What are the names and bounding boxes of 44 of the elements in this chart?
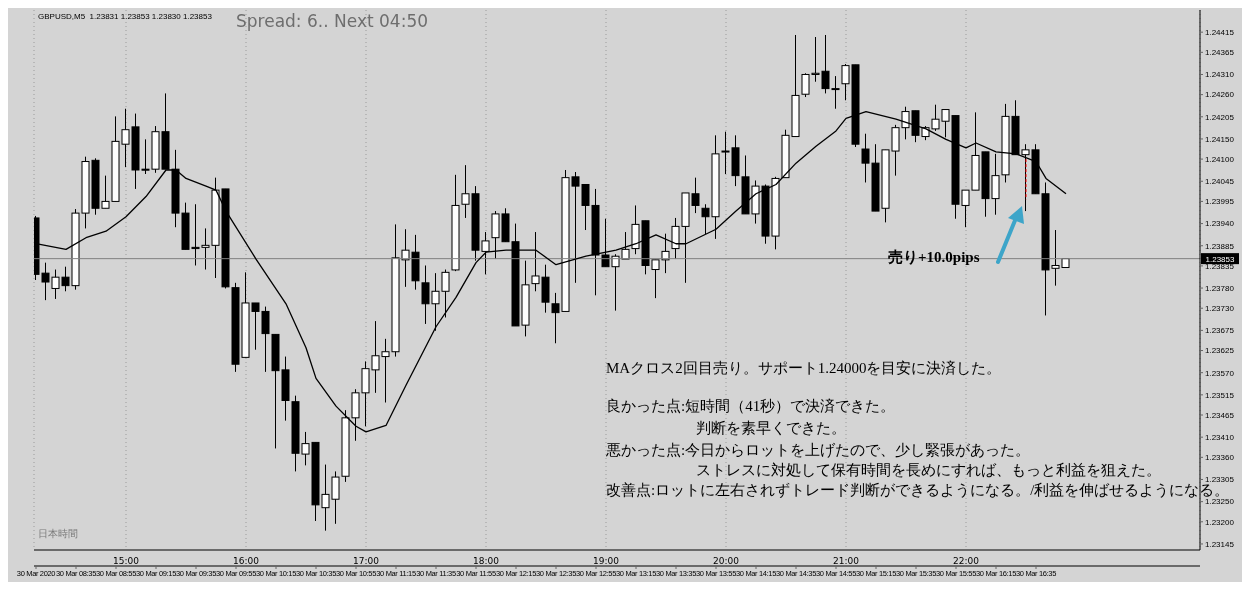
y-tick-label: 1.24260 [1205, 90, 1235, 100]
x-tick-label: 20:00 [713, 556, 740, 567]
y-tick-label: 1.23625 [1205, 346, 1235, 356]
annotation: ストレスに対処して保有時間を長めにすれば、もっと利益を狙えた。 [696, 461, 1161, 479]
y-tick-label: 1.23995 [1205, 197, 1235, 207]
y-tick-label: 1.23250 [1205, 497, 1235, 507]
annotation: 判断を素早くできた。 [696, 419, 846, 437]
annotation: 日本時間 [38, 528, 78, 540]
y-tick-label: 1.24415 [1205, 28, 1235, 37]
x-tick-label: 21:00 [833, 556, 860, 567]
x-tick-label: 19:00 [593, 556, 620, 567]
y-tick-label: 1.23145 [1205, 539, 1235, 549]
y-tick-label: 1.23410 [1205, 433, 1235, 442]
y-tick-label: 1.24045 [1205, 177, 1235, 187]
x-tick-label: 22:00 [953, 556, 980, 567]
y-tick-label: 1.23730 [1205, 304, 1235, 314]
y-tick-label: 1.23360 [1205, 453, 1235, 463]
y-tick-label: 1.23200 [1205, 517, 1235, 527]
annotation: 良かった点:短時間（41秒）で決済できた。 [606, 397, 896, 415]
y-tick-label: 1.24365 [1205, 48, 1235, 58]
y-tick-label: 1.23675 [1205, 326, 1235, 336]
y-tick-label: 1.24205 [1205, 112, 1235, 122]
annotation: 悪かった点:今日からロットを上げたので、少し緊張があった。 [606, 441, 1031, 459]
y-tick-label: 1.23515 [1205, 390, 1235, 400]
annotation: 売り+10.0pips [888, 248, 980, 266]
y-tick-label: 1.23305 [1205, 475, 1235, 485]
y-tick-label: 1.23465 [1205, 410, 1235, 420]
annotation: MAクロス2回目売り。サポート1.24000を目安に決済した。 [606, 359, 1002, 377]
y-tick-label: 1.23885 [1205, 241, 1235, 251]
annotation: 改善点:ロットに左右されずトレード判断ができるようになる。/利益を伸ばせるようになる。 [606, 482, 1230, 499]
x-tick-label: 17:00 [353, 556, 380, 567]
y-tick-label: 1.23570 [1205, 368, 1235, 378]
y-tick-label: 1.24100 [1205, 154, 1235, 164]
y-tick-label: 1.23940 [1205, 219, 1235, 229]
y-tick-label: 1.24310 [1205, 70, 1235, 80]
x-tick-label: 16:00 [233, 556, 260, 567]
annotation: Spread: 6.. Next 04:50 [236, 11, 429, 32]
y-tick-label: 1.23780 [1205, 283, 1235, 293]
x-tick-label: 15:00 [113, 556, 140, 567]
x-tick-label: 18:00 [473, 556, 500, 567]
y-tick-label: 1.24150 [1205, 134, 1235, 144]
y-tick-label: 1.23835 [1205, 261, 1235, 271]
chart-title: GBPUSD,M5 1.23831 1.23853 1.23830 1.23853 [38, 12, 212, 21]
ref-line-label: 1.23853 [1205, 254, 1236, 264]
